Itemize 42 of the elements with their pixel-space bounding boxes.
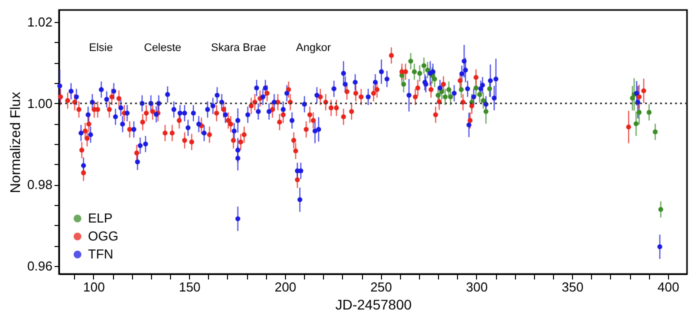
legend-label: TFN [88,246,114,262]
x-tick-label: 100 [83,280,105,294]
point [436,92,441,98]
y-tick-label: 0.98 [27,177,52,192]
x-axis-title: JD-2457800 [335,296,412,312]
point [652,129,658,134]
point [646,110,652,115]
x-tick-label: 350 [562,280,584,294]
x-tick-label: 200 [274,280,296,294]
x-tick-label: 400 [658,280,680,294]
point [474,86,478,90]
point [634,121,639,126]
annotation: Elsie [89,42,113,54]
annotation: Skara Brae [211,42,266,54]
point [446,87,452,92]
point [636,110,642,115]
x-tick-label: 150 [178,280,201,294]
annotation: Celeste [144,42,182,54]
y-tick-label: 0.96 [27,258,52,274]
y-tick-label: 1.00 [27,96,52,111]
legend-label: ELP [88,210,113,226]
point [448,94,453,100]
legend-label: OGG [88,228,118,244]
point [458,87,464,92]
point [484,109,488,114]
x-tick-label: 300 [466,280,488,294]
point [442,94,448,100]
point [417,70,422,76]
point [401,82,406,87]
point [408,58,414,64]
point [421,63,426,68]
point [480,98,486,104]
point [477,92,482,97]
y-axis-title: Normalized Flux [7,92,24,194]
point [432,76,438,82]
point [412,69,417,74]
x-tick-label: 250 [370,280,392,294]
point [658,206,664,212]
y-tick-label: 1.02 [27,14,52,30]
annotation: Angkor [296,42,332,54]
point [487,86,492,92]
point [425,68,430,73]
